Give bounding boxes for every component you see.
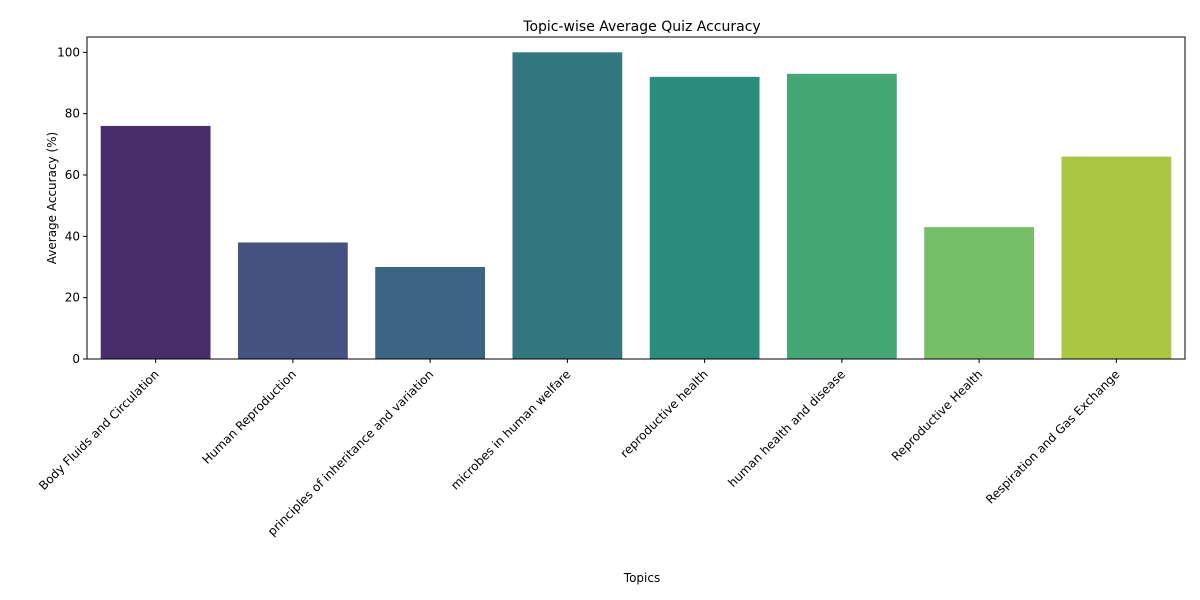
bar-2 — [375, 267, 486, 359]
bar-7 — [1061, 156, 1172, 359]
bars-group — [100, 52, 1172, 360]
y-tick-label: 20 — [65, 291, 80, 305]
x-tick-label: Body Fluids and Circulation — [36, 367, 162, 493]
bar-6 — [924, 227, 1035, 359]
x-axis: Body Fluids and Circulation Human Reprodu… — [36, 359, 1122, 539]
x-tick-label: Respiration and Gas Exchange — [983, 367, 1122, 506]
bar-1 — [237, 242, 348, 359]
chart-title: Topic-wise Average Quiz Accuracy — [522, 19, 760, 35]
y-axis: 0 20 40 60 80 100 — [57, 45, 87, 366]
x-axis-label: Topics — [623, 571, 660, 585]
y-axis-label: Average Accuracy (%) — [45, 132, 59, 264]
y-tick-label: 0 — [72, 352, 80, 366]
x-tick-label: principles of inheritance and variation — [265, 367, 436, 538]
x-tick-label: Human Reproduction — [199, 367, 299, 467]
plot-frame — [86, 36, 1186, 360]
bar-5 — [786, 73, 897, 360]
x-tick-label: reproductive health — [618, 367, 711, 460]
x-tick-label: microbes in human welfare — [448, 367, 573, 492]
bar-0 — [100, 125, 211, 360]
bar-4 — [649, 76, 760, 360]
y-tick-label: 40 — [65, 229, 80, 243]
x-tick-label: human health and disease — [725, 367, 848, 490]
y-tick-label: 60 — [65, 168, 80, 182]
x-tick-label: Reproductive Health — [889, 367, 985, 463]
bar-3 — [512, 52, 623, 359]
y-tick-label: 100 — [57, 45, 80, 59]
y-tick-label: 80 — [65, 107, 80, 121]
